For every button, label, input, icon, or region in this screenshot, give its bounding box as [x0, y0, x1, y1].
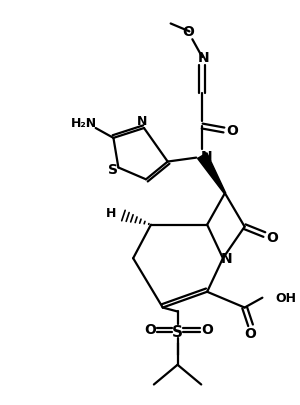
Text: O: O	[226, 124, 238, 138]
Text: H₂N: H₂N	[71, 116, 97, 129]
Text: S: S	[108, 163, 118, 177]
Text: O: O	[144, 322, 156, 337]
Polygon shape	[198, 153, 226, 194]
Text: H: H	[106, 207, 117, 220]
Text: OH: OH	[275, 292, 296, 305]
Text: O: O	[201, 322, 213, 337]
Text: O: O	[182, 25, 194, 39]
Text: S: S	[172, 324, 183, 339]
Text: N: N	[197, 51, 209, 65]
Text: N: N	[221, 252, 233, 266]
Text: N: N	[137, 114, 147, 127]
Text: O: O	[244, 326, 256, 340]
Text: N: N	[200, 149, 212, 163]
Text: O: O	[266, 230, 278, 244]
